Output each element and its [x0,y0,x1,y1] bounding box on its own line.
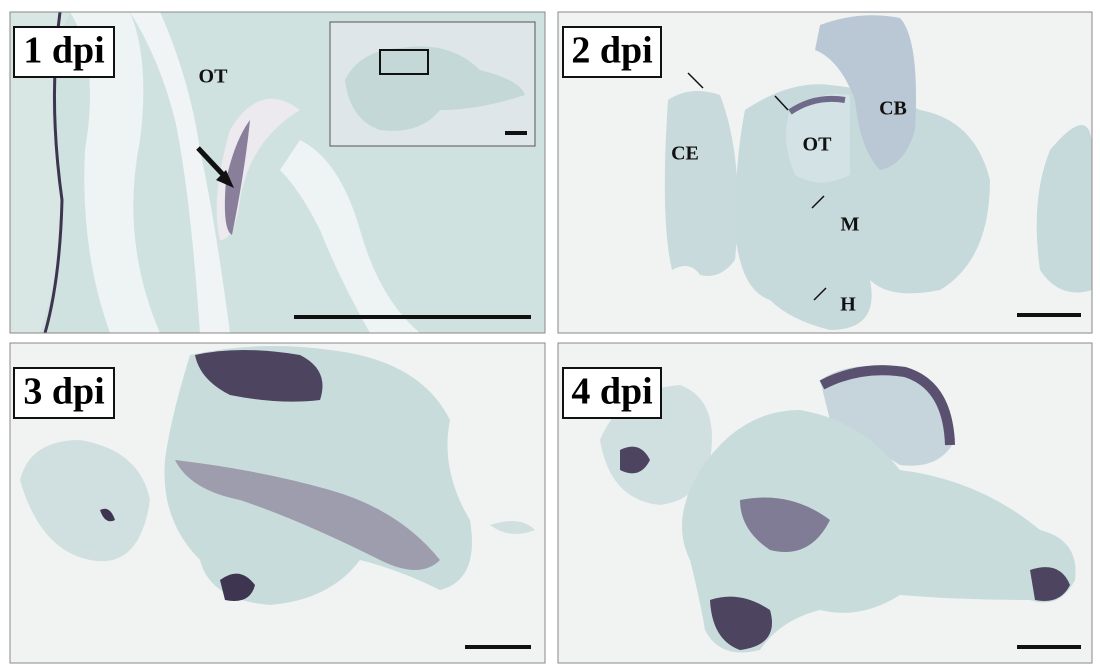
annotation: M [841,214,860,236]
panel-2 [558,12,1092,333]
panel-label: 4 dpi [571,371,652,413]
annotation: CB [879,98,907,120]
panel-1 [10,12,545,333]
panel-label: 1 dpi [23,30,104,72]
annotation: H [840,294,856,316]
panel-label: 3 dpi [23,371,104,413]
panel-4 [558,343,1092,663]
annotation: OT [803,134,833,156]
panel-label: 2 dpi [571,30,652,72]
annotation: CE [671,143,699,165]
annotation: OT [199,66,229,88]
